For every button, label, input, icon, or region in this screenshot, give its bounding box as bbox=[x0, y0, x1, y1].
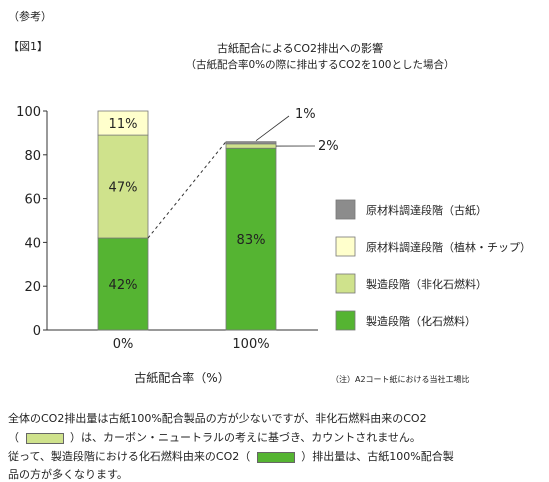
legend-label: 製造段階（非化石燃料） bbox=[366, 277, 487, 291]
reference-label: （参考） bbox=[8, 10, 52, 23]
note-line-1: 全体のCO2排出量は古紙100%配合製品の方が少ないですが、非化石燃料由来のCO… bbox=[8, 412, 427, 425]
bar-segment bbox=[225, 141, 277, 145]
y-tick-label: 80 bbox=[24, 149, 41, 164]
bar-value-label: 42% bbox=[109, 278, 138, 293]
bar-segment bbox=[97, 237, 149, 331]
bar-value-label: 83% bbox=[237, 233, 266, 248]
note-line-2: （ ）は、カーボン・ニュートラルの考えに基づき、カウントされません。 bbox=[8, 429, 421, 445]
chart-footnote: （注）A2コート紙における当社工場比 bbox=[331, 374, 470, 384]
callout-label: 2% bbox=[318, 139, 339, 154]
x-tick-label: 0% bbox=[113, 337, 134, 352]
y-tick-label: 100 bbox=[16, 105, 41, 120]
legend-swatch bbox=[335, 236, 356, 257]
legend-label: 原材料調達段階（古紙） bbox=[366, 203, 487, 217]
legend-swatch bbox=[335, 273, 356, 294]
bar-segment bbox=[97, 110, 149, 136]
chart-subtitle: （古紙配合率0%の際に排出するCO2を100とした場合） bbox=[185, 59, 455, 71]
bar-segment bbox=[225, 147, 277, 331]
note-line-3-rest: ）排出量は、古紙100%配合製 bbox=[301, 450, 454, 463]
legend-label: 製造段階（化石燃料） bbox=[366, 314, 476, 328]
nonfossil-color-swatch bbox=[25, 432, 64, 444]
note-line-3: 従って、製造段階における化石燃料由来のCO2（ ）排出量は、古紙100%配合製 bbox=[8, 448, 454, 464]
connector-line bbox=[147, 141, 227, 239]
callout-label: 1% bbox=[295, 107, 316, 122]
stacked-bar-chart: 0 20 40 60 80 100 42% 47% 11% 0% 83% 100% 1% 2% 古紙配合率（… bbox=[16, 105, 531, 385]
bar-value-label: 11% bbox=[109, 117, 138, 132]
note-line-4: 品の方が多くなります。 bbox=[8, 468, 128, 481]
callout-line bbox=[255, 115, 290, 141]
legend-swatch bbox=[335, 199, 356, 220]
note-line-2-open: （ bbox=[8, 431, 19, 444]
legend-label: 原材料調達段階（植林・チップ） bbox=[366, 240, 531, 254]
y-tick-label: 20 bbox=[24, 280, 41, 295]
y-tick-label: 0 bbox=[33, 324, 41, 339]
x-tick-label: 100% bbox=[232, 337, 269, 352]
bar-segment bbox=[225, 143, 277, 149]
y-tick-label: 40 bbox=[24, 236, 41, 251]
y-tick-label: 60 bbox=[24, 193, 41, 208]
figure-label: 【図1】 bbox=[8, 40, 48, 53]
chart-title: 古紙配合によるCO2排出への影響 bbox=[216, 42, 383, 55]
bar-value-label: 47% bbox=[109, 181, 138, 196]
note-line-2-rest: ）は、カーボン・ニュートラルの考えに基づき、カウントされません。 bbox=[70, 431, 421, 444]
legend-swatch bbox=[335, 310, 356, 331]
x-axis-title: 古紙配合率（%） bbox=[134, 370, 229, 385]
fossil-color-swatch bbox=[256, 451, 295, 463]
note-line-3-start: 従って、製造段階における化石燃料由来のCO2（ bbox=[8, 450, 251, 463]
